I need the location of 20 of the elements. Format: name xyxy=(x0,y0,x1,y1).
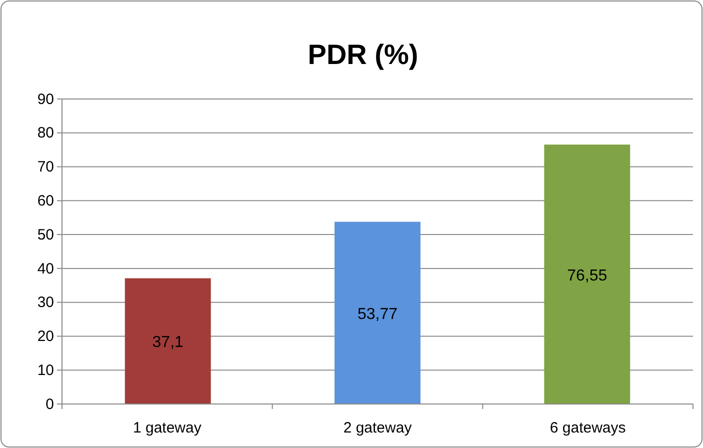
y-tick-label: 80 xyxy=(37,124,54,142)
y-tick-label: 40 xyxy=(37,260,54,278)
data-label: 37,1 xyxy=(152,334,184,352)
y-tick-label: 70 xyxy=(37,158,54,176)
bar xyxy=(334,222,420,404)
chart-title: PDR (%) xyxy=(308,39,418,70)
y-tick-label: 30 xyxy=(37,294,54,312)
y-tick-label: 50 xyxy=(37,226,54,244)
x-tick-label: 2 gateway xyxy=(343,420,412,437)
x-tick-label: 1 gateway xyxy=(132,420,202,437)
y-tick-label: 90 xyxy=(37,90,54,108)
bar xyxy=(544,144,630,404)
y-tick-label: 10 xyxy=(37,362,54,379)
data-label: 76,55 xyxy=(567,267,608,284)
data-label: 53,77 xyxy=(357,306,398,323)
y-tick-label: 0 xyxy=(46,396,54,413)
y-tick-label: 60 xyxy=(37,192,54,210)
bar xyxy=(124,278,211,404)
y-tick-label: 20 xyxy=(37,328,54,346)
x-tick-label: 6 gateways xyxy=(550,420,626,437)
